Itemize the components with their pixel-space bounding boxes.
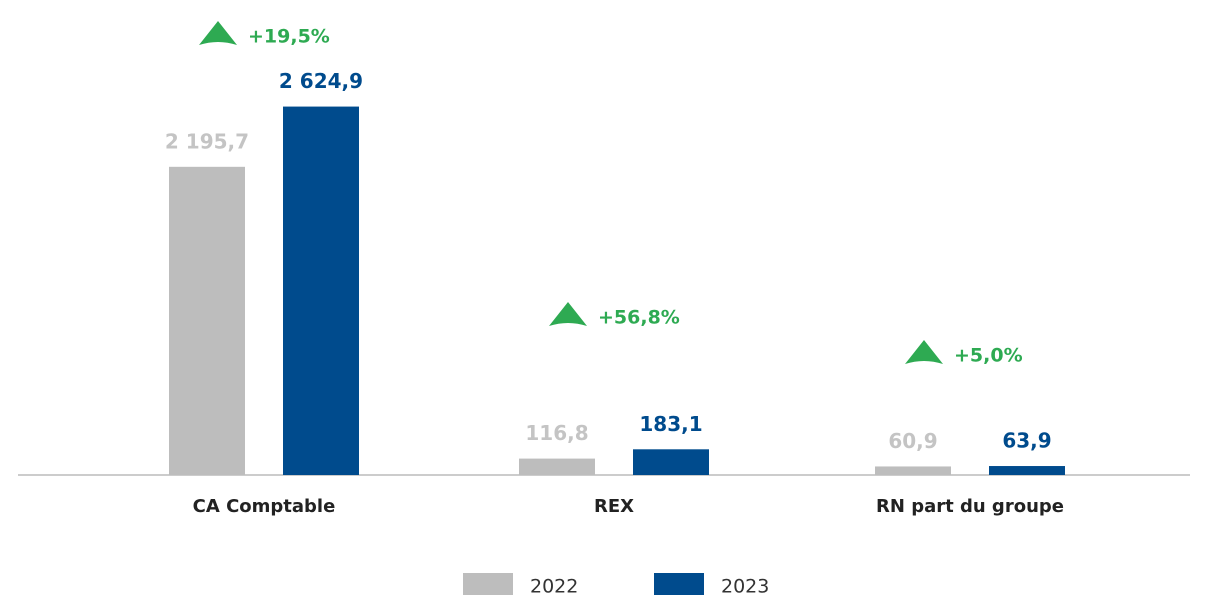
category-label: REX <box>594 496 634 517</box>
legend-label: 2023 <box>721 576 769 595</box>
annotation: +5,0% <box>954 345 1023 367</box>
bar <box>283 106 359 475</box>
bar <box>989 466 1065 475</box>
value-label: 63,9 <box>1002 429 1051 453</box>
annotation: +19,5% <box>248 26 330 48</box>
up-arrow <box>905 340 943 364</box>
bar <box>633 449 709 475</box>
value-label: 2 624,9 <box>279 69 363 93</box>
category-label: RN part du groupe <box>876 496 1064 517</box>
value-label: 183,1 <box>639 412 702 436</box>
value-label: 116,8 <box>525 421 588 445</box>
legend-swatch <box>463 573 513 595</box>
bar <box>875 466 951 475</box>
legend-label: 2022 <box>530 576 578 595</box>
bar <box>169 166 245 476</box>
annotation: +56,8% <box>598 307 680 329</box>
value-label: 2 195,7 <box>165 129 249 153</box>
bar <box>519 458 595 475</box>
category-label: CA Comptable <box>193 496 336 517</box>
value-label: 60,9 <box>888 429 937 453</box>
legend-swatch <box>654 573 704 595</box>
up-arrow <box>549 302 587 326</box>
up-arrow <box>199 21 237 45</box>
